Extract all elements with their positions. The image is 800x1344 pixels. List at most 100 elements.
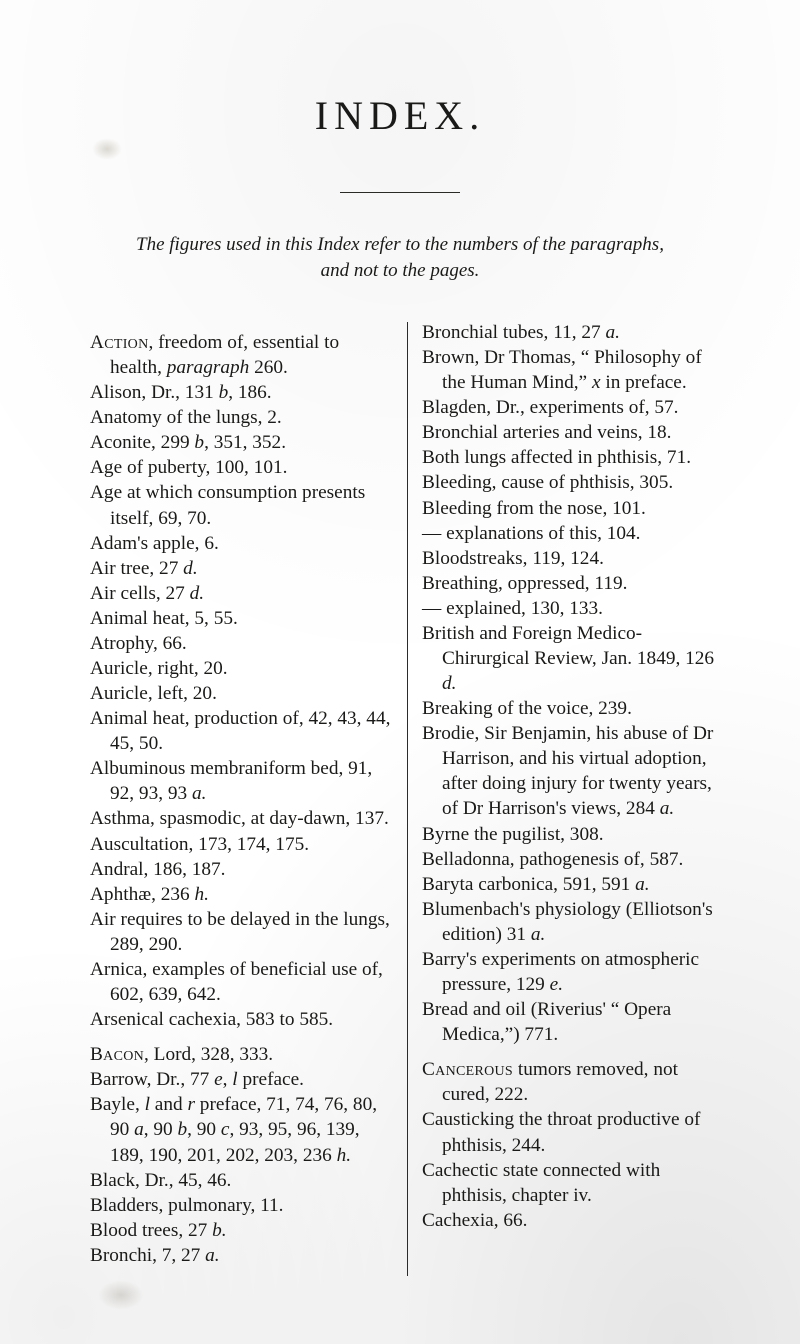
italic-run: a.	[531, 924, 545, 945]
index-entry: Adam's apple, 6.	[90, 531, 394, 556]
text-run: Bleeding, cause of phthisis, 305.	[422, 472, 673, 493]
text-run: Air requires to be delayed in the lungs,…	[90, 909, 390, 955]
italic-run: d.	[183, 558, 197, 579]
index-note: The figures used in this Index refer to …	[0, 232, 800, 283]
text-run: Anatomy of the lungs, 2.	[90, 407, 282, 428]
index-entry: Asthma, spasmodic, at day-dawn, 137.	[90, 806, 394, 831]
text-run: Arsenical cachexia, 583 to 585.	[90, 1009, 333, 1030]
index-entry: Arnica, examples of beneficial use of, 6…	[90, 957, 394, 1007]
italic-run: h.	[337, 1145, 351, 1166]
index-entry: Blumenbach's physiology (Elliotson's edi…	[422, 897, 726, 947]
index-columns: Action, freedom of, essential to health,…	[90, 320, 726, 1280]
index-entry: Cancerous tumors removed, not cured, 222…	[422, 1057, 726, 1107]
index-entry: Baryta carbonica, 591, 591 a.	[422, 872, 726, 897]
index-entry: Auricle, right, 20.	[90, 656, 394, 681]
italic-run: a	[134, 1119, 144, 1140]
index-entry: Air requires to be delayed in the lungs,…	[90, 907, 394, 957]
text-run: in preface.	[601, 372, 687, 393]
italic-run: a.	[205, 1245, 219, 1266]
index-entry: Bleeding, cause of phthisis, 305.	[422, 470, 726, 495]
index-entry: Bread and oil (Riverius' “ Opera Medica,…	[422, 997, 726, 1047]
text-run: Andral, 186, 187.	[90, 859, 226, 880]
index-entry: Age of puberty, 100, 101.	[90, 455, 394, 480]
index-entry: Andral, 186, 187.	[90, 857, 394, 882]
index-entry: Air cells, 27 d.	[90, 581, 394, 606]
scanned-page: INDEX. The figures used in this Index re…	[0, 0, 800, 1344]
text-run: Baryta carbonica, 591, 591	[422, 874, 635, 895]
index-entry: Alison, Dr., 131 b, 186.	[90, 380, 394, 405]
index-entry: Causticking the throat productive of pht…	[422, 1107, 726, 1157]
index-entry: Bronchi, 7, 27 a.	[90, 1243, 394, 1268]
text-run: ,	[223, 1069, 233, 1090]
text-run: Bleeding from the nose, 101.	[422, 498, 646, 519]
title-rule	[340, 192, 460, 193]
index-entry: Brown, Dr Thomas, “ Philosophy of the Hu…	[422, 345, 726, 395]
index-entry: Black, Dr., 45, 46.	[90, 1168, 394, 1193]
text-run: Auricle, left, 20.	[90, 683, 217, 704]
text-run: Bloodstreaks, 119, 124.	[422, 548, 604, 569]
text-run: Animal heat, 5, 55.	[90, 608, 238, 629]
index-entry: Blood trees, 27 b.	[90, 1218, 394, 1243]
index-entry: Byrne the pugilist, 308.	[422, 822, 726, 847]
italic-run: d.	[442, 673, 456, 694]
italic-run: a.	[192, 783, 206, 804]
index-entry: — explanations of this, 104.	[422, 521, 726, 546]
text-run: Bladders, pulmonary, 11.	[90, 1195, 284, 1216]
italic-run: d.	[190, 583, 204, 604]
index-entry: Auscultation, 173, 174, 175.	[90, 832, 394, 857]
text-run: Breaking of the voice, 239.	[422, 698, 632, 719]
italic-run: paragraph	[167, 357, 250, 378]
scan-foxing-spot	[98, 1280, 144, 1310]
text-run: Age at which consumption presents itself…	[90, 482, 365, 528]
page-title: INDEX.	[0, 92, 800, 139]
text-run: Blumenbach's physiology (Elliotson's edi…	[422, 899, 713, 945]
italic-run: b	[219, 382, 229, 403]
index-entry: Cachectic state connected with phthisis,…	[422, 1158, 726, 1208]
index-entry: Bleeding from the nose, 101.	[422, 496, 726, 521]
text-run: Causticking the throat productive of pht…	[422, 1109, 700, 1155]
italic-run: e.	[550, 974, 563, 995]
text-run: Adam's apple, 6.	[90, 533, 219, 554]
index-entry: Age at which consumption presents itself…	[90, 480, 394, 530]
text-run: Atrophy, 66.	[90, 633, 187, 654]
index-entry: Action, freedom of, essential to health,…	[90, 330, 394, 380]
index-entry: Blagden, Dr., experiments of, 57.	[422, 395, 726, 420]
scan-foxing-spot	[92, 138, 122, 160]
index-entry: — explained, 130, 133.	[422, 596, 726, 621]
note-line-1: The figures used in this Index refer to …	[136, 234, 664, 255]
text-run: British and Foreign Medico-Chirurgical R…	[422, 623, 714, 669]
text-run: Bronchi, 7, 27	[90, 1245, 205, 1266]
text-run: , 351, 352.	[204, 432, 286, 453]
text-run: Alison, Dr., 131	[90, 382, 219, 403]
text-run: preface.	[238, 1069, 304, 1090]
index-entry: Aphthæ, 236 h.	[90, 882, 394, 907]
index-entry: Air tree, 27 d.	[90, 556, 394, 581]
index-entry: Breathing, oppressed, 119.	[422, 571, 726, 596]
italic-run: e	[214, 1069, 223, 1090]
italic-run: a.	[635, 874, 649, 895]
text-run: — explanations of this, 104.	[422, 523, 641, 544]
index-entry: Barrow, Dr., 77 e, l preface.	[90, 1067, 394, 1092]
text-run: Arnica, examples of beneficial use of, 6…	[90, 959, 383, 1005]
text-run: Barrow, Dr., 77	[90, 1069, 214, 1090]
index-entry: Animal heat, 5, 55.	[90, 606, 394, 631]
text-run: Auscultation, 173, 174, 175.	[90, 834, 309, 855]
text-run: Aconite, 299	[90, 432, 194, 453]
text-run: and	[150, 1094, 187, 1115]
index-entry: Auricle, left, 20.	[90, 681, 394, 706]
lead-word: Bacon	[90, 1044, 144, 1065]
text-run: Breathing, oppressed, 119.	[422, 573, 627, 594]
index-entry: Animal heat, production of, 42, 43, 44, …	[90, 706, 394, 756]
text-run: Belladonna, pathogenesis of, 587.	[422, 849, 683, 870]
text-run: Age of puberty, 100, 101.	[90, 457, 287, 478]
text-run: , 90	[144, 1119, 178, 1140]
italic-run: x	[592, 372, 601, 393]
index-entry: Albuminous membraniform bed, 91, 92, 93,…	[90, 756, 394, 806]
text-run: Blagden, Dr., experiments of, 57.	[422, 397, 679, 418]
italic-run: h.	[194, 884, 208, 905]
index-entry: Cachexia, 66.	[422, 1208, 726, 1233]
text-run: , 186.	[228, 382, 271, 403]
text-run: Auricle, right, 20.	[90, 658, 228, 679]
text-run: Animal heat, production of, 42, 43, 44, …	[90, 708, 390, 754]
italic-run: b	[178, 1119, 188, 1140]
